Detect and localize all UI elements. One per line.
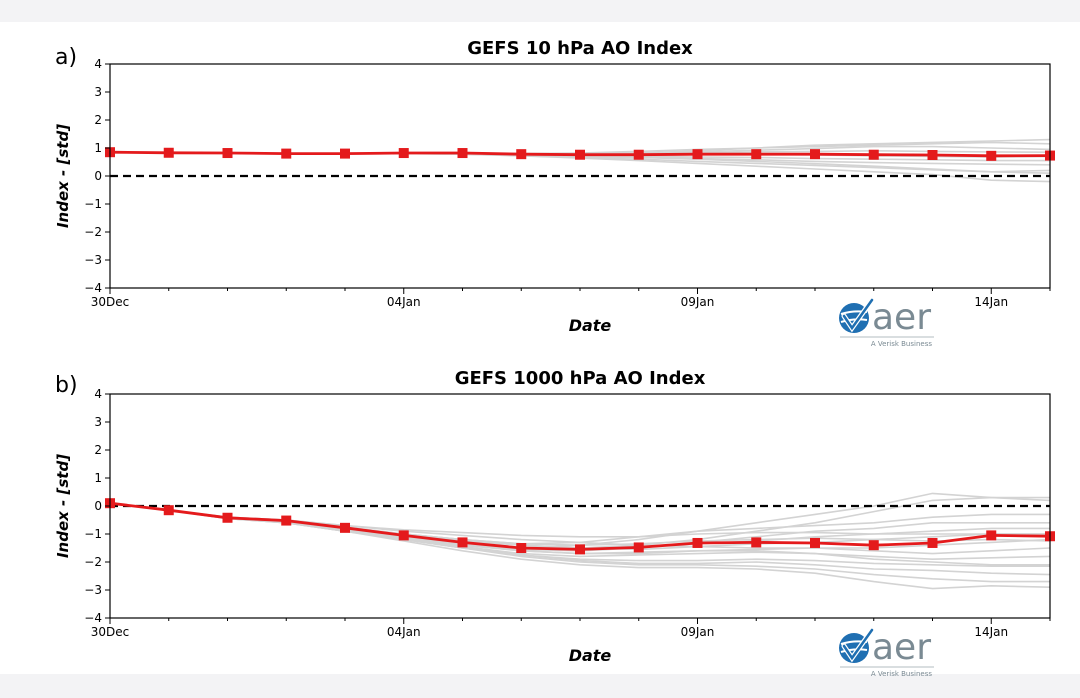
x-tick-label: 30Dec <box>91 625 130 639</box>
chart-panel-a: a) GEFS 10 hPa AO Index 4 3 2 1 0 −1 −2 −3 −430Dec… <box>54 38 1055 348</box>
ensemble-member-line <box>109 502 1051 590</box>
x-axis-label: Date <box>569 316 612 335</box>
y-axis-label: Index - [std] <box>54 454 72 558</box>
ensemble-mean-marker <box>575 544 585 555</box>
ensemble-mean-marker <box>163 505 174 516</box>
x-axis-label: Date <box>569 646 612 665</box>
ensemble-mean-marker <box>222 512 233 523</box>
x-tick-label: 14Jan <box>974 295 1008 309</box>
y-tick-label: 0 <box>94 499 102 513</box>
x-tick-label: 04Jan <box>387 625 421 639</box>
ensemble-mean-marker <box>692 149 703 160</box>
y-tick-label: 1 <box>94 141 102 155</box>
aer-check-globe-icon <box>839 297 875 333</box>
logo-tagline: A Verisk Business <box>871 340 933 348</box>
logo-tagline: A Verisk Business <box>871 670 933 678</box>
logo-wordmark: aer <box>872 297 931 338</box>
x-tick-label: 30Dec <box>91 295 130 309</box>
ensemble-mean-marker <box>575 149 585 160</box>
ensemble-mean-marker <box>868 540 879 551</box>
ensemble-mean-marker <box>222 148 233 159</box>
y-tick-label: −3 <box>84 583 102 597</box>
ensemble-mean-marker <box>516 543 527 553</box>
aer-logo: aer A Verisk Business <box>839 627 934 678</box>
chart-title: GEFS 10 hPa AO Index <box>467 38 693 59</box>
figure-background <box>0 22 1080 674</box>
ensemble-mean-marker <box>751 149 762 160</box>
y-tick-label: 3 <box>94 415 102 429</box>
x-tick-label: 14Jan <box>974 625 1008 639</box>
panel-label: a) <box>55 45 77 70</box>
aer-logo: aer A Verisk Business <box>839 297 934 348</box>
ensemble-mean-marker <box>398 148 409 159</box>
ensemble-mean-marker <box>457 148 468 159</box>
y-tick-label: 2 <box>94 443 102 457</box>
ensemble-mean-marker <box>516 149 527 160</box>
aer-check-globe-icon <box>839 627 875 663</box>
y-axis-label: Index - [std] <box>54 124 72 228</box>
ensemble-mean-marker <box>692 537 703 548</box>
y-tick-label: 0 <box>94 169 102 183</box>
panel-label: b) <box>55 373 78 398</box>
y-tick-label: 4 <box>94 57 102 71</box>
ensemble-mean-marker <box>986 150 997 161</box>
ensemble-mean-marker <box>810 149 820 160</box>
y-tick-label: 2 <box>94 113 102 127</box>
ensemble-mean-marker <box>163 147 174 158</box>
y-tick-label: 3 <box>94 85 102 99</box>
chart-panel-b: b) GEFS 1000 hPa AO Index 4 3 2 1 0 −1 −2 −3 −430D… <box>54 368 1055 678</box>
y-tick-label: −2 <box>84 555 102 569</box>
logo-wordmark: aer <box>872 627 931 668</box>
x-tick-label: 04Jan <box>387 295 421 309</box>
ensemble-mean-marker <box>398 530 409 541</box>
ensemble-mean-marker <box>340 148 350 159</box>
y-tick-label: −1 <box>84 527 102 541</box>
ensemble-mean-marker <box>457 537 468 548</box>
y-tick-label: −2 <box>84 225 102 239</box>
ensemble-mean-marker <box>633 149 644 160</box>
y-tick-label: 4 <box>94 387 102 401</box>
ensemble-mean-marker <box>986 530 997 541</box>
y-tick-label: 1 <box>94 471 102 485</box>
ensemble-mean-marker <box>340 522 350 533</box>
ensemble-member-line <box>109 502 1051 547</box>
x-tick-label: 09Jan <box>681 625 715 639</box>
ensemble-mean-marker <box>868 149 879 160</box>
ensemble-mean-marker <box>281 148 292 159</box>
x-tick-label: 09Jan <box>681 295 715 309</box>
logo-check-mark <box>842 628 874 661</box>
y-tick-label: −4 <box>84 281 102 295</box>
y-tick-label: −1 <box>84 197 102 211</box>
ensemble-mean-marker <box>751 537 762 548</box>
logo-check-mark <box>842 298 874 331</box>
chart-title: GEFS 1000 hPa AO Index <box>455 368 706 389</box>
ensemble-mean-marker <box>281 515 292 526</box>
ensemble-mean-marker <box>633 542 644 553</box>
ensemble-mean-marker <box>927 150 938 160</box>
ensemble-mean-marker <box>810 537 820 548</box>
y-tick-label: −3 <box>84 253 102 267</box>
y-tick-label: −4 <box>84 611 102 625</box>
ensemble-mean-marker <box>927 537 938 548</box>
